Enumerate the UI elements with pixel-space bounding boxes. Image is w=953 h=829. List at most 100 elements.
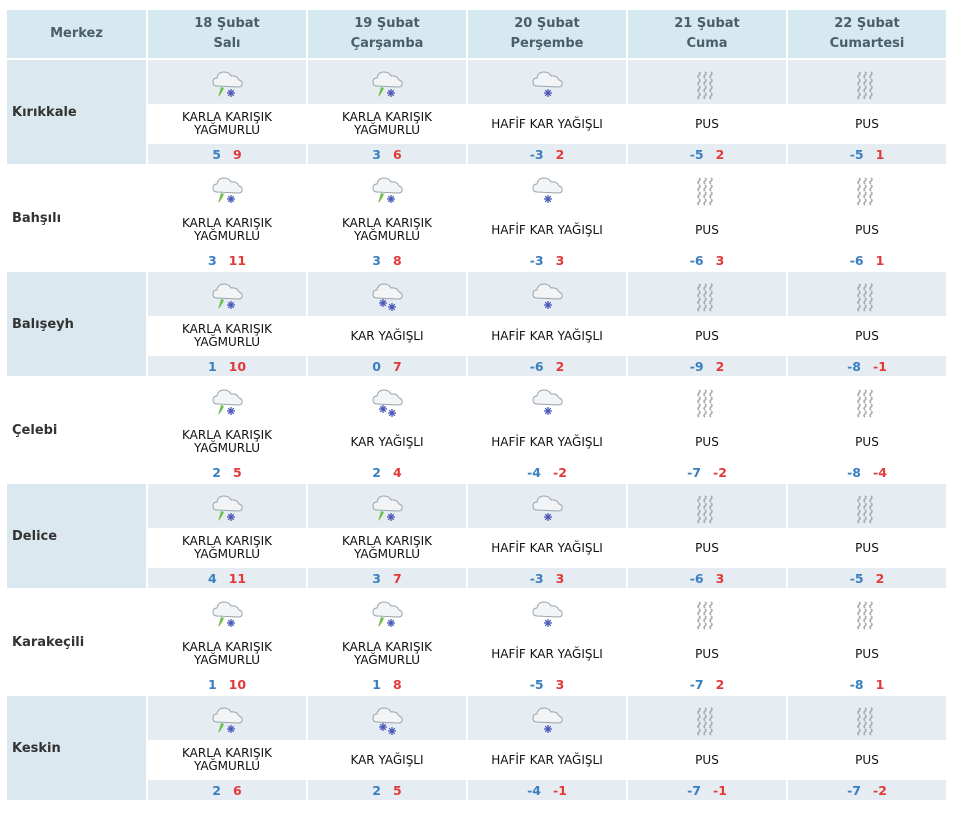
temperature-cell: 1 10 bbox=[148, 674, 306, 694]
max-temperature: 6 bbox=[393, 146, 402, 162]
min-temperature: -7 bbox=[689, 676, 704, 692]
weather-cell bbox=[468, 484, 626, 528]
description-line: HAFİF KAR YAĞIŞLI bbox=[491, 434, 603, 449]
light-snow-icon bbox=[527, 389, 567, 415]
min-temperature: 3 bbox=[372, 146, 381, 162]
min-temperature: -5 bbox=[849, 146, 864, 162]
light-snow-icon bbox=[527, 71, 567, 97]
max-temperature: 4 bbox=[393, 464, 402, 480]
max-temperature: 10 bbox=[228, 358, 247, 374]
weather-cell bbox=[468, 60, 626, 104]
min-temperature: -5 bbox=[689, 146, 704, 162]
day-date: 21 Şubat bbox=[674, 16, 740, 31]
max-temperature: 2 bbox=[555, 146, 565, 162]
temperature-row: 4 11 3 7 -3 3 -6 3 -5 2 bbox=[7, 568, 946, 588]
min-temperature: -9 bbox=[689, 358, 704, 374]
sleet-icon bbox=[207, 283, 247, 309]
description-line: PUS bbox=[695, 116, 719, 131]
description-line: KARLA KARIŞIK bbox=[182, 534, 272, 548]
temperature-cell: -7 -2 bbox=[788, 780, 946, 800]
weather-cell bbox=[308, 696, 466, 740]
description-line: HAFİF KAR YAĞIŞLI bbox=[491, 540, 603, 555]
temperature-cell: -3 3 bbox=[468, 250, 626, 270]
weather-cell bbox=[148, 378, 306, 422]
max-temperature: -2 bbox=[713, 464, 727, 480]
description-line: PUS bbox=[695, 646, 719, 661]
min-temperature: 1 bbox=[207, 358, 217, 374]
max-temperature: 1 bbox=[875, 146, 885, 162]
description-line: HAFİF KAR YAĞIŞLI bbox=[491, 646, 603, 661]
weather-description: PUS bbox=[628, 424, 786, 460]
day-header: 21 Şubat Cuma bbox=[628, 10, 786, 58]
weather-description: PUS bbox=[628, 106, 786, 142]
day-weekday: Cumartesi bbox=[829, 36, 905, 51]
max-temperature: -1 bbox=[713, 782, 727, 798]
weather-description: HAFİF KAR YAĞIŞLI bbox=[468, 424, 626, 460]
icon-row: Delice bbox=[7, 484, 946, 588]
sleet-icon bbox=[367, 71, 407, 97]
min-temperature: -6 bbox=[689, 252, 704, 268]
fog-icon bbox=[687, 283, 727, 312]
sleet-icon bbox=[207, 71, 247, 97]
fog-icon bbox=[847, 389, 887, 418]
weather-description: KARLA KARIŞIK YAĞMURLU bbox=[308, 212, 466, 248]
fog-icon bbox=[847, 177, 887, 206]
description-line: KARLA KARIŞIK bbox=[342, 534, 432, 548]
temperature-cell: -5 1 bbox=[788, 144, 946, 164]
icon-row: Karakeçili bbox=[7, 590, 946, 694]
day-weekday: Perşembe bbox=[510, 36, 584, 51]
weather-description: PUS bbox=[628, 636, 786, 672]
light-snow-icon bbox=[527, 707, 567, 733]
weather-cell bbox=[468, 378, 626, 422]
snow-icon bbox=[367, 283, 407, 311]
weather-cell bbox=[788, 272, 946, 316]
max-temperature: 2 bbox=[715, 676, 725, 692]
temperature-cell: -4 -2 bbox=[468, 462, 626, 482]
weather-cell bbox=[148, 696, 306, 740]
weather-description: KARLA KARIŞIK YAĞMURLU bbox=[148, 106, 306, 142]
weather-cell bbox=[308, 484, 466, 528]
temperature-cell: -5 3 bbox=[468, 674, 626, 694]
description-line: PUS bbox=[855, 434, 879, 449]
description-line: YAĞMURLU bbox=[353, 547, 421, 561]
city-name: Balışeyh bbox=[7, 272, 146, 376]
min-temperature: -8 bbox=[847, 358, 861, 374]
description-line: KARLA KARIŞIK bbox=[182, 746, 272, 760]
temperature-cell: -8 -4 bbox=[788, 462, 946, 482]
min-temperature: 2 bbox=[372, 782, 381, 798]
light-snow-icon bbox=[527, 283, 567, 309]
max-temperature: 10 bbox=[228, 676, 247, 692]
max-temperature: 1 bbox=[875, 252, 885, 268]
description-line: YAĞMURLU bbox=[193, 123, 261, 137]
description-line: PUS bbox=[855, 328, 879, 343]
temperature-cell: 4 11 bbox=[148, 568, 306, 588]
description-line: YAĞMURLU bbox=[193, 335, 261, 349]
min-temperature: -6 bbox=[529, 358, 544, 374]
max-temperature: -4 bbox=[873, 464, 887, 480]
fog-icon bbox=[687, 495, 727, 524]
max-temperature: 8 bbox=[393, 252, 402, 268]
temperature-cell: 3 11 bbox=[148, 250, 306, 270]
description-row: KARLA KARIŞIK YAĞMURLU KAR YAĞIŞLI HAFİF KA… bbox=[7, 318, 946, 354]
temperature-row: 2 5 2 4 -4 -2 -7 -2 -8 -4 bbox=[7, 462, 946, 482]
day-weekday: Çarşamba bbox=[350, 36, 424, 51]
max-temperature: 2 bbox=[715, 146, 725, 162]
min-temperature: 2 bbox=[212, 464, 221, 480]
weather-cell bbox=[628, 272, 786, 316]
min-temperature: 3 bbox=[372, 252, 381, 268]
fog-icon bbox=[847, 601, 887, 630]
max-temperature: 3 bbox=[555, 570, 565, 586]
day-date: 22 Şubat bbox=[834, 16, 900, 31]
weather-description: HAFİF KAR YAĞIŞLI bbox=[468, 636, 626, 672]
weather-cell bbox=[788, 590, 946, 634]
min-temperature: -5 bbox=[529, 676, 544, 692]
description-line: KARLA KARIŞIK bbox=[182, 216, 272, 230]
weather-cell bbox=[468, 166, 626, 210]
max-temperature: 1 bbox=[875, 676, 885, 692]
weather-description: KARLA KARIŞIK YAĞMURLU bbox=[148, 530, 306, 566]
weather-cell bbox=[308, 60, 466, 104]
